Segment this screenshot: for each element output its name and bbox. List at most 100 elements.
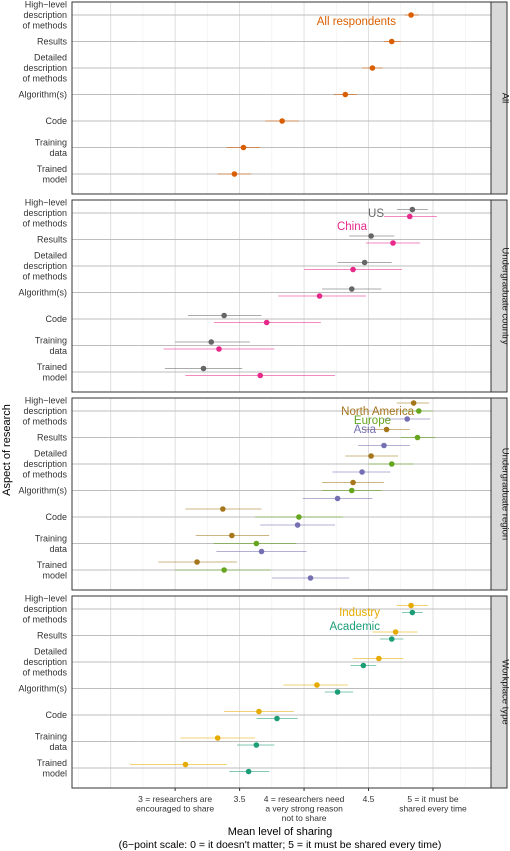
data-point	[208, 339, 215, 345]
data-point	[359, 469, 365, 475]
y-tick-label: Training data	[35, 137, 67, 158]
data-point	[376, 655, 382, 662]
facet-strip	[490, 397, 508, 591]
data-point	[258, 548, 265, 555]
data-point	[409, 206, 416, 213]
y-tick-label: Algorithm(s)	[18, 288, 67, 298]
y-tick-label-line: Trained	[37, 164, 67, 174]
y-tick-label-line: of methods	[22, 219, 67, 229]
y-tick-label-line: Detailed	[34, 53, 67, 63]
y-tick-label: Training data	[35, 335, 67, 356]
y-tick-label-line: model	[42, 570, 67, 580]
y-tick-label: Code	[45, 314, 67, 324]
data-point	[307, 575, 314, 581]
series-label: US	[368, 208, 384, 220]
facet-strip-label: Workplace type	[500, 659, 510, 724]
y-tick-label: High−level description of methods	[22, 0, 67, 31]
y-tick-label: High−level description of methods	[22, 594, 67, 625]
data-point	[274, 715, 280, 722]
data-point	[229, 532, 235, 539]
x-tick-label-line: 5 = it must be	[407, 794, 459, 804]
y-tick-label: Algorithm(s)	[18, 90, 67, 100]
y-tick-label-line: High−level	[25, 198, 67, 208]
y-tick-label: Code	[45, 710, 67, 720]
data-point	[194, 559, 200, 565]
data-point	[368, 453, 374, 459]
facet-strip-label: Undergraduate region	[500, 448, 510, 540]
y-axis-title: Aspect of research	[1, 404, 13, 496]
y-tick-label-line: Results	[37, 433, 68, 443]
y-tick-label-line: description	[23, 63, 67, 73]
y-tick-label-line: of methods	[22, 668, 67, 678]
x-tick-label: 4 = researchers need a very strong reason…	[264, 794, 345, 823]
facet-strip	[490, 199, 508, 393]
y-tick-label: High−level description of methods	[22, 396, 67, 427]
data-point	[257, 372, 264, 379]
y-tick-label: Training data	[35, 731, 67, 752]
y-tick-label-line: data	[49, 544, 67, 554]
y-tick-label-line: High−level	[25, 396, 67, 406]
data-point	[390, 240, 396, 246]
data-point	[200, 365, 207, 372]
series-label: Industry	[339, 607, 380, 619]
y-tick-label-line: Trained	[37, 362, 67, 372]
data-point	[409, 609, 416, 616]
y-tick-label-line: data	[49, 346, 67, 356]
y-tick-label-line: Results	[37, 37, 68, 47]
y-tick-label: Trained model	[37, 560, 67, 581]
y-tick-label: Results	[37, 433, 68, 443]
data-point	[296, 514, 302, 520]
y-tick-label-line: description	[23, 657, 67, 667]
data-point	[253, 540, 260, 547]
x-axis: 3 = researchers are encouraged to share 3.…	[136, 788, 467, 823]
y-tick-label-line: Training	[35, 731, 67, 741]
y-tick-label-line: of methods	[22, 21, 67, 31]
y-tick-label-line: Detailed	[34, 251, 67, 261]
y-tick-label-line: of methods	[22, 470, 67, 480]
y-tick-label-line: High−level	[25, 0, 67, 10]
y-tick-label-line: Results	[37, 631, 68, 641]
y-tick-label: Trained model	[37, 164, 67, 185]
y-tick-label: Results	[37, 631, 68, 641]
data-point	[342, 91, 349, 98]
data-point	[369, 65, 376, 71]
data-point	[408, 602, 414, 609]
data-point	[334, 495, 341, 502]
y-tick-label-line: of methods	[22, 74, 67, 84]
y-tick-label: Detailed description of methods	[22, 53, 67, 84]
y-tick-label: Code	[45, 116, 67, 126]
facet-strip-label: Undergraduate country	[500, 247, 510, 344]
y-tick-label-line: data	[49, 148, 67, 158]
data-point	[279, 118, 285, 124]
data-point	[214, 735, 221, 741]
x-tick-label-line: encouraged to share	[136, 804, 214, 814]
facet-strip	[490, 1, 508, 195]
data-point	[253, 742, 260, 748]
data-point	[408, 12, 414, 18]
y-tick-label-line: data	[49, 742, 67, 752]
y-tick-label: Trained model	[37, 758, 67, 779]
data-point	[350, 266, 356, 273]
series-label: Europe	[354, 415, 391, 427]
facet-workplace-type: High−level description of methodsResultsDe…	[18, 594, 510, 789]
panel-background	[72, 596, 491, 788]
y-tick-label-line: description	[23, 406, 67, 416]
y-tick-label-line: Code	[45, 710, 67, 720]
y-tick-label: High−level description of methods	[22, 198, 67, 229]
y-tick-label-line: Detailed	[34, 449, 67, 459]
facet-all: High−level description of methodsResultsDe…	[18, 0, 510, 195]
y-tick-label: Results	[37, 37, 68, 47]
y-tick-label-line: High−level	[25, 594, 67, 604]
data-point	[406, 213, 413, 220]
y-tick-label: Code	[45, 512, 67, 522]
facet-strip-label: All	[500, 93, 510, 104]
y-tick-label-line: Algorithm(s)	[18, 486, 67, 496]
data-point	[231, 171, 238, 177]
data-point	[314, 682, 320, 688]
data-point	[383, 426, 390, 433]
data-point	[182, 761, 189, 768]
data-point	[221, 312, 227, 319]
data-point	[245, 768, 252, 775]
data-point	[404, 416, 411, 422]
